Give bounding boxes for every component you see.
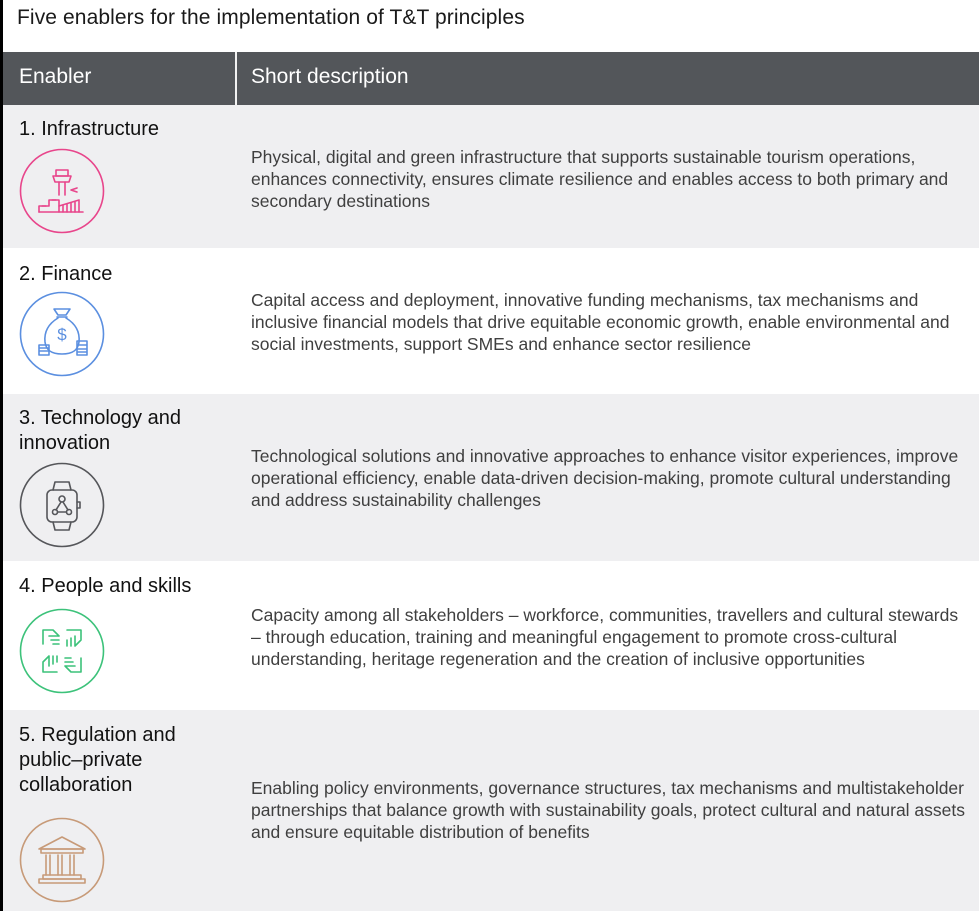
enabler-name: 2. Finance <box>19 263 113 285</box>
money-bag-icon: $ <box>19 291 105 377</box>
enabler-name: 4. People and skills <box>19 575 192 597</box>
smartwatch-icon <box>19 462 105 548</box>
enabler-description: Capital access and deployment, innovativ… <box>251 290 950 354</box>
enabler-description: Physical, digital and green infrastructu… <box>251 147 949 211</box>
svg-text:$: $ <box>57 325 67 344</box>
enabler-description: Enabling policy environments, governance… <box>251 778 966 842</box>
government-building-icon <box>19 817 105 903</box>
table-row: 4. People and skills Capacity among all … <box>3 561 979 710</box>
table-row: 3. Technology and innovation Technologic… <box>3 394 979 561</box>
table-row: 5. Regulation and public–private collabo… <box>3 710 979 911</box>
column-header-enabler: Enabler <box>19 65 92 88</box>
left-border <box>0 0 3 911</box>
enabler-description: Capacity among all stakeholders – workfo… <box>251 605 959 669</box>
table-row: 2. Finance $ Capital access and deployme… <box>3 248 979 394</box>
header-divider <box>235 52 237 105</box>
hands-icon <box>19 608 105 694</box>
page-title: Five enablers for the implementation of … <box>17 6 525 29</box>
table-header: Enabler Short description <box>3 52 979 105</box>
column-header-description: Short description <box>251 65 409 88</box>
airport-tower-icon <box>19 148 105 234</box>
enabler-name: 3. Technology and innovation <box>19 407 181 454</box>
enabler-name: 1. Infrastructure <box>19 118 160 140</box>
table-row: 1. Infrastructure Physical, digital and … <box>3 105 979 248</box>
enabler-description: Technological solutions and innovative a… <box>251 446 959 510</box>
enabler-name: 5. Regulation and public–private collabo… <box>19 724 176 796</box>
